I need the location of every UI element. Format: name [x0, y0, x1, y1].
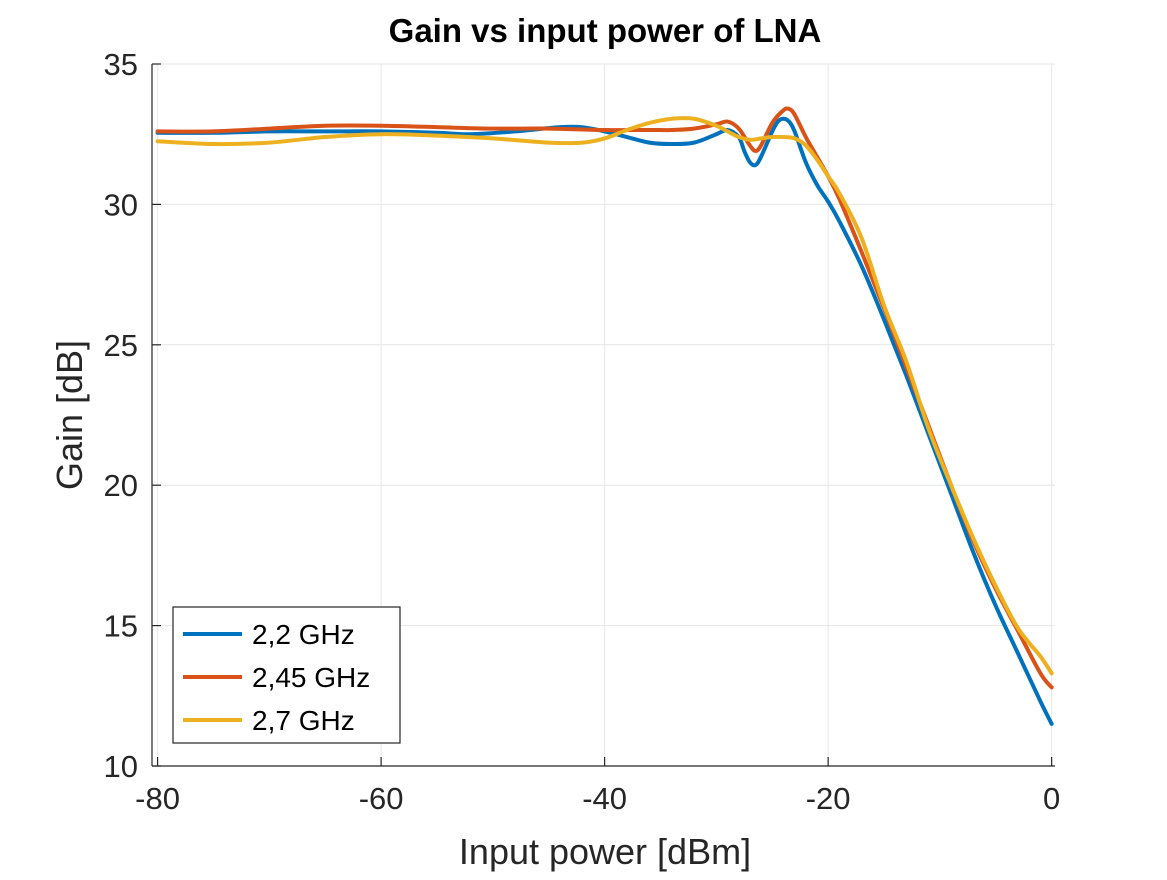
series-lines — [155, 106, 1054, 726]
legend-label-2: 2,45 GHz — [252, 662, 370, 693]
y-tick-label: 10 — [104, 749, 138, 784]
y-tick-label: 25 — [104, 328, 138, 363]
y-axis-label: Gain [dB] — [49, 340, 90, 490]
legend-label-1: 2,2 GHz — [252, 619, 355, 650]
legend-entries: 2,2 GHz 2,45 GHz 2,7 GHz — [183, 619, 370, 736]
legend: 2,2 GHz 2,45 GHz 2,7 GHz — [172, 606, 401, 744]
x-tick-label: -40 — [582, 781, 627, 816]
grid-lines — [152, 63, 1055, 767]
legend-label-3: 2,7 GHz — [252, 705, 355, 736]
axes — [151, 63, 1055, 767]
y-tick-label: 35 — [104, 47, 138, 82]
x-tick-label: -60 — [359, 781, 404, 816]
x-axis-label: Input power [dBm] — [459, 831, 751, 872]
chart-title: Gain vs input power of LNA — [389, 12, 822, 49]
x-tick-label: -20 — [806, 781, 851, 816]
x-tick-label: -80 — [135, 781, 180, 816]
y-tick-label: 30 — [104, 187, 138, 222]
y-tick-label: 15 — [104, 609, 138, 644]
y-tick-label: 20 — [104, 468, 138, 503]
series-line-1 — [155, 116, 1054, 726]
x-tick-label: 0 — [1043, 781, 1060, 816]
tick-labels: -80 -60 -40 -20 0 10 15 20 25 30 35 — [104, 47, 1061, 816]
series-line-3 — [155, 116, 1054, 676]
